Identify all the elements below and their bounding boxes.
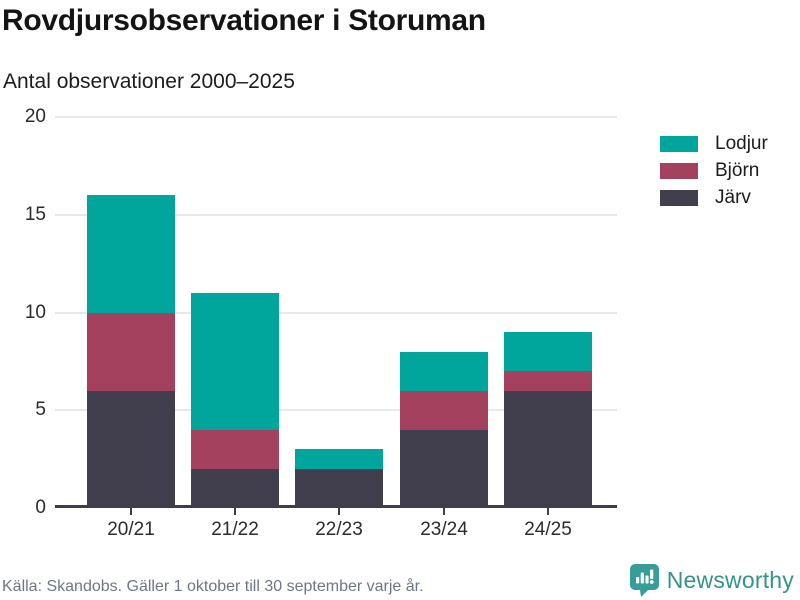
x-axis-tick	[338, 508, 340, 515]
y-axis-tick-label: 20	[24, 106, 46, 127]
x-axis-category-label: 21/22	[211, 519, 259, 540]
chart-plot-area: 0 5 10 15 20 20/21 21/22 22/23 23/24 24/25	[25, 106, 617, 540]
newsworthy-icon	[629, 564, 659, 597]
bar-segment-järv-22-23	[295, 468, 383, 508]
y-axis-tick-label: 0	[35, 497, 46, 518]
x-axis-category-label: 24/25	[524, 519, 572, 540]
legend-swatch	[660, 163, 698, 179]
newsworthy-logo: Newsworthy	[629, 563, 794, 597]
legend-label: Järv	[715, 187, 751, 208]
legend-item-lodjur: Lodjur	[660, 133, 768, 154]
x-axis-tick	[234, 508, 236, 515]
bar-segment-järv-23-24	[400, 429, 488, 508]
bar-segment-björn-24-25	[504, 371, 592, 391]
gridline	[55, 116, 617, 118]
bar-segment-björn-23-24	[400, 390, 488, 430]
newsworthy-wordmark: Newsworthy	[666, 566, 794, 593]
bar-segment-björn-21-22	[191, 429, 279, 469]
gridline	[55, 409, 617, 412]
legend-swatch	[660, 190, 698, 206]
x-axis-line	[55, 505, 617, 508]
bar-segment-järv-21-22	[191, 468, 279, 508]
gridline	[55, 213, 617, 216]
page-title: Rovdjursobservationer i Storuman	[2, 4, 486, 37]
bar-segment-lodjur-24-25	[504, 332, 592, 372]
legend-item-björn: Björn	[660, 160, 768, 181]
y-axis-tick-label: 15	[24, 203, 46, 225]
y-axis-tick-label: 5	[35, 399, 46, 421]
x-axis-tick	[443, 508, 445, 515]
x-axis-category-label: 20/21	[107, 519, 155, 540]
bar-segment-lodjur-23-24	[400, 351, 488, 391]
legend-item-järv: Järv	[660, 187, 768, 208]
chart-subtitle: Antal observationer 2000–2025	[3, 70, 295, 93]
bar-segment-lodjur-20-21	[87, 195, 175, 313]
x-axis-tick	[130, 508, 132, 515]
x-axis-category-label: 22/23	[315, 519, 363, 540]
bar-segment-järv-24-25	[504, 390, 592, 508]
x-axis-category-label: 23/24	[420, 519, 468, 540]
legend-label: Lodjur	[715, 133, 768, 154]
bar-segment-järv-20-21	[87, 390, 175, 508]
bar-segment-lodjur-21-22	[191, 292, 279, 430]
x-axis-tick	[547, 508, 549, 515]
gridline	[55, 311, 617, 314]
legend-label: Björn	[715, 160, 760, 181]
source-note: Källa: Skandobs. Gäller 1 oktober till 3…	[2, 578, 424, 595]
bar-segment-björn-20-21	[87, 312, 175, 391]
chart-legend: Lodjur Björn Järv	[660, 133, 768, 217]
legend-swatch	[660, 136, 698, 152]
bar-segment-lodjur-22-23	[295, 449, 383, 469]
y-axis-tick-label: 10	[24, 301, 46, 323]
